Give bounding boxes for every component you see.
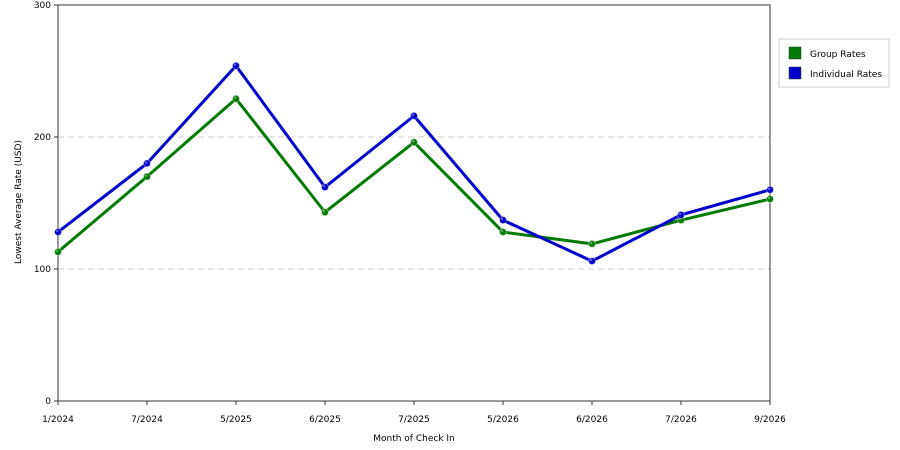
data-point-highlight bbox=[322, 184, 326, 188]
data-point-highlight bbox=[322, 209, 326, 213]
data-point[interactable] bbox=[766, 185, 774, 194]
x-tick-label: 7/2025 bbox=[398, 415, 430, 425]
data-point-highlight bbox=[233, 63, 237, 67]
x-tick-label: 5/2025 bbox=[220, 415, 252, 425]
legend-swatch bbox=[788, 66, 802, 80]
data-point[interactable] bbox=[232, 94, 240, 103]
data-point-highlight bbox=[411, 113, 415, 117]
data-point-highlight bbox=[589, 241, 593, 245]
y-tick-label: 300 bbox=[34, 1, 51, 11]
data-point[interactable] bbox=[766, 195, 774, 204]
legend: Group Rates Individual Rates bbox=[778, 38, 890, 88]
data-point-highlight bbox=[411, 139, 415, 143]
data-point-highlight bbox=[55, 249, 59, 253]
tick-labels: 0 100 200 300 1/2024 7/2024 5/2025 6/2025 7/2025… bbox=[34, 1, 786, 425]
data-point-highlight bbox=[55, 229, 59, 233]
data-point[interactable] bbox=[143, 159, 151, 168]
series-line bbox=[56, 97, 772, 254]
series-line bbox=[56, 64, 772, 263]
data-point[interactable] bbox=[677, 210, 685, 219]
series-individual-rates bbox=[54, 61, 774, 266]
data-point[interactable] bbox=[588, 257, 596, 266]
data-point[interactable] bbox=[321, 208, 329, 217]
data-point-highlight bbox=[144, 174, 148, 177]
x-axis-title: Month of Check In bbox=[373, 434, 455, 444]
data-point[interactable] bbox=[54, 228, 62, 237]
y-tick-label: 100 bbox=[34, 265, 51, 275]
data-point-highlight bbox=[233, 96, 237, 100]
x-tick-label: 6/2025 bbox=[309, 415, 341, 425]
x-tick-label: 5/2026 bbox=[487, 415, 519, 425]
data-point[interactable] bbox=[54, 247, 62, 256]
x-tick-label: 7/2024 bbox=[131, 415, 163, 425]
axes bbox=[54, 4, 771, 405]
x-tick-label: 6/2026 bbox=[576, 415, 608, 425]
legend-label: Group Rates bbox=[810, 50, 866, 60]
data-point-highlight bbox=[589, 258, 593, 262]
x-tick-label: 9/2026 bbox=[754, 415, 786, 425]
legend-swatch bbox=[788, 46, 802, 60]
data-point[interactable] bbox=[410, 111, 418, 120]
data-point[interactable] bbox=[588, 239, 596, 248]
y-tick-label: 200 bbox=[34, 133, 51, 143]
series-lines bbox=[54, 61, 774, 266]
data-point-highlight bbox=[678, 212, 682, 216]
x-tick-label: 1/2024 bbox=[42, 415, 74, 425]
data-point-highlight bbox=[500, 229, 504, 233]
data-point[interactable] bbox=[143, 172, 151, 181]
plot-frame bbox=[57, 4, 771, 402]
data-point[interactable] bbox=[499, 216, 507, 225]
data-point-highlight bbox=[678, 217, 682, 221]
data-point[interactable] bbox=[499, 228, 507, 237]
y-tick-label: 0 bbox=[45, 397, 51, 407]
legend-label: Individual Rates bbox=[810, 70, 882, 80]
data-point-highlight bbox=[767, 196, 771, 200]
data-point[interactable] bbox=[410, 138, 418, 147]
data-point[interactable] bbox=[321, 183, 329, 192]
data-point-highlight bbox=[767, 187, 771, 191]
data-point-highlight bbox=[500, 217, 504, 221]
data-point[interactable] bbox=[232, 61, 240, 70]
grid-lines bbox=[58, 136, 770, 270]
x-tick-label: 7/2026 bbox=[665, 415, 697, 425]
y-axis-title: Lowest Average Rate (USD) bbox=[14, 140, 24, 264]
data-point-highlight bbox=[144, 161, 148, 164]
